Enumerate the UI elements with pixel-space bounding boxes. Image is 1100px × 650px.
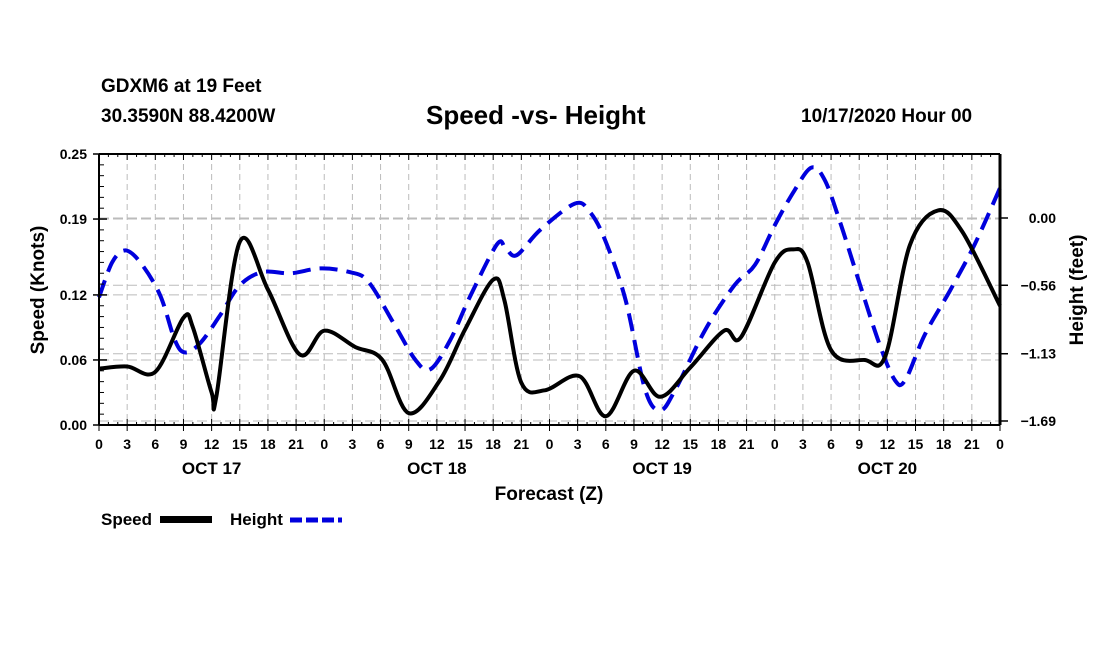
station-label: GDXM6 at 19 Feet: [101, 76, 262, 97]
x-tick-label: 12: [204, 436, 220, 452]
x-tick-label: 21: [288, 436, 304, 452]
x-tick-label: 18: [260, 436, 276, 452]
x-tick-label: 6: [827, 436, 835, 452]
x-tick-label: 18: [711, 436, 727, 452]
y-tick-label: 0.12: [60, 287, 87, 303]
x-tick-label: 21: [739, 436, 755, 452]
coordinates-label: 30.3590N 88.4200W: [101, 106, 276, 127]
x-tick-label: 6: [151, 436, 159, 452]
x-tick-label: 12: [654, 436, 670, 452]
y-tick-label: 0.19: [60, 211, 87, 227]
series-line-height: [97, 165, 1002, 413]
day-label: OCT 19: [632, 459, 692, 478]
legend-swatch-speed: [160, 516, 212, 523]
forecast-datetime: 10/17/2020 Hour 00: [801, 106, 973, 127]
x-tick-label: 9: [855, 436, 863, 452]
x-tick-label: 15: [682, 436, 698, 452]
series-line-speed: [98, 208, 1002, 419]
x-tick-label: 3: [574, 436, 582, 452]
x-tick-label: 9: [405, 436, 413, 452]
day-label: OCT 20: [858, 459, 918, 478]
x-tick-label: 0: [95, 436, 103, 452]
y-axis-title: Speed (Knots): [28, 226, 49, 355]
x-tick-label: 18: [485, 436, 501, 452]
x-tick-label: 12: [429, 436, 445, 452]
x-tick-label: 12: [880, 436, 896, 452]
x-tick-label: 3: [349, 436, 357, 452]
x-tick-label: 15: [457, 436, 473, 452]
chart-title: Speed -vs- Height: [426, 100, 646, 130]
y2-tick-label: −0.56: [1021, 277, 1057, 293]
legend-label-speed: Speed: [101, 510, 152, 529]
x-tick-label: 0: [996, 436, 1004, 452]
y-tick-label: 0.06: [60, 352, 87, 368]
x-tick-label: 18: [936, 436, 952, 452]
x-tick-label: 6: [602, 436, 610, 452]
x-tick-label: 0: [546, 436, 554, 452]
x-tick-label: 15: [232, 436, 248, 452]
y2-tick-label: 0.00: [1029, 210, 1056, 226]
y2-tick-label: −1.13: [1021, 346, 1057, 362]
y-tick-label: 0.00: [60, 417, 87, 433]
x-tick-label: 3: [123, 436, 131, 452]
x-tick-label: 21: [964, 436, 980, 452]
x-tick-label: 0: [320, 436, 328, 452]
axes: 0 3 6 9 12 15 18 21 0 3 6 9 12 15 18 21 0 3 6 9 12 15 18 21 0 3 6 9…: [60, 146, 1056, 478]
legend-label-height: Height: [230, 510, 283, 529]
x-tick-label: 9: [180, 436, 188, 452]
legend: Speed Height: [101, 510, 342, 529]
x-tick-label: 3: [799, 436, 807, 452]
x-tick-label: 21: [514, 436, 530, 452]
x-axis-title: Forecast (Z): [495, 484, 604, 505]
x-tick-label: 6: [377, 436, 385, 452]
x-tick-label: 15: [908, 436, 924, 452]
x-tick-label: 0: [771, 436, 779, 452]
day-label: OCT 18: [407, 459, 467, 478]
y-tick-label: 0.25: [60, 146, 87, 162]
y2-axis-title: Height (feet): [1067, 235, 1088, 346]
x-tick-label: 9: [630, 436, 638, 452]
series-layer: [97, 165, 1002, 419]
y2-tick-label: −1.69: [1021, 413, 1057, 429]
day-label: OCT 17: [182, 459, 242, 478]
